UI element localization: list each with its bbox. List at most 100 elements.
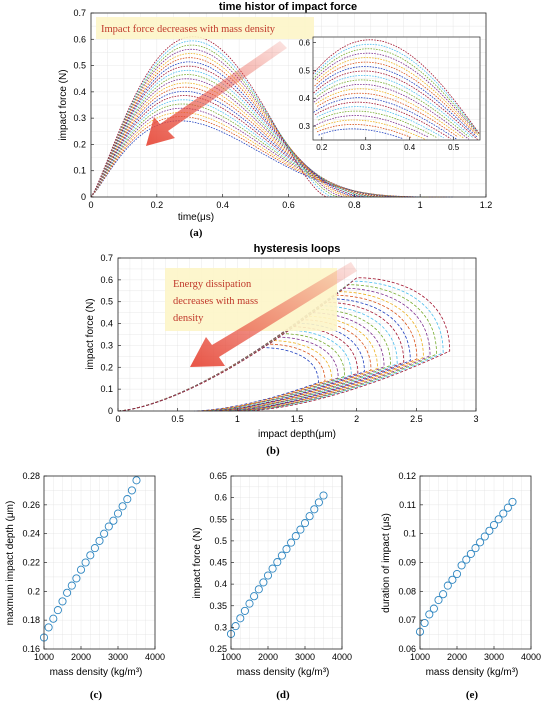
y-tick-label: 0.5 — [73, 61, 86, 71]
x-tick-label: 0 — [88, 200, 93, 210]
y-tick-label: 0.09 — [398, 558, 416, 568]
force-curve — [90, 86, 404, 198]
y-ticks-e: 0.06 0.07 0.08 0.09 0.1 0.11 0.12 — [398, 471, 423, 654]
y-ticks-d: 0.25 0.3 0.35 0.4 0.45 0.5 0.55 0.6 0.65 — [209, 471, 234, 654]
x-tick-label: 4000 — [145, 652, 165, 662]
x-tick-label: 2 — [354, 414, 359, 424]
data-point — [109, 516, 118, 525]
x-axis-label-e: mass density (kg/m³) — [426, 667, 519, 678]
data-point — [127, 486, 136, 495]
x-tick-label: 0.5 — [171, 414, 184, 424]
y-tick-label: 0.65 — [209, 471, 227, 481]
force-curve — [90, 99, 422, 198]
markers-c — [39, 476, 141, 642]
data-point — [448, 575, 457, 584]
force-curve — [90, 74, 385, 198]
y-tick-label: 0.7 — [73, 8, 86, 18]
inset-force-curve — [313, 97, 458, 140]
hysteresis-loop — [117, 326, 359, 412]
x-tick-label: 0.2 — [316, 143, 328, 152]
data-point — [282, 545, 291, 554]
x-tick-label: 0.6 — [282, 200, 295, 210]
data-point — [296, 525, 305, 534]
y-tick-label: 0.06 — [398, 644, 416, 654]
force-curve — [90, 61, 366, 198]
data-point — [104, 522, 113, 531]
inset-frame — [312, 36, 481, 141]
x-tick-label: 2000 — [71, 652, 91, 662]
data-point — [300, 519, 310, 528]
data-point — [319, 491, 328, 500]
force-curve — [90, 40, 335, 198]
inset-force-curve — [313, 115, 429, 138]
x-axis-label-d: mass density (kg/m³) — [237, 667, 330, 678]
x-tick-label: 1000 — [221, 652, 241, 662]
inset-force-curve — [313, 84, 470, 140]
force-curve — [90, 53, 354, 198]
x-tick-label: 0.5 — [448, 143, 460, 152]
data-point — [503, 503, 512, 512]
inset-force-curve — [313, 70, 478, 140]
y-tick-label: 0.4 — [299, 94, 311, 103]
panel-a: 0 0.2 0.4 0.6 0.8 1 1.2 0 0.1 0.2 0.3 0.4 0.5 0.6 0.7… — [58, 1, 492, 239]
annotation-box-a — [96, 17, 314, 39]
force-curve — [90, 82, 397, 198]
grid-d — [230, 475, 343, 650]
x-tick-label: 1 — [235, 414, 240, 424]
y-tick-label: 0.35 — [209, 601, 227, 611]
panel-c: 1000 2000 3000 4000 0.16 0.18 0.2 0.22 0.24 0.26… — [5, 471, 165, 701]
x-tick-label: 2000 — [447, 652, 467, 662]
y-tick-label: 0 — [108, 406, 113, 416]
force-curve — [90, 48, 347, 198]
y-tick-label: 0.12 — [398, 471, 416, 481]
x-tick-label: 1000 — [410, 652, 430, 662]
y-tick-label: 0.16 — [22, 644, 40, 654]
data-point — [72, 574, 81, 583]
inset-force-curve — [314, 61, 476, 135]
data-point — [67, 581, 76, 590]
y-ticks-c: 0.16 0.18 0.2 0.22 0.24 0.26 0.28 — [22, 471, 47, 654]
data-point — [236, 614, 245, 623]
data-point — [273, 558, 282, 567]
x-axis-label-b: impact depth(μm) — [258, 429, 336, 440]
x-tick-label: 0.4 — [404, 143, 416, 152]
x-tick-label: 3 — [473, 414, 478, 424]
y-tick-label: 0.7 — [100, 253, 113, 263]
y-axis-label-b: impact force (N) — [85, 298, 96, 369]
data-point — [123, 495, 132, 504]
data-point — [245, 599, 254, 608]
data-point — [462, 555, 471, 564]
panel-d: 1000 2000 3000 4000 0.250.30.350.40.450.50.… — [192, 471, 352, 701]
annotation-b-line-1: Energy dissipation — [173, 279, 252, 290]
y-tick-label: 0 — [81, 192, 86, 202]
inset-force-curve — [318, 110, 437, 138]
y-tick-label: 0.2 — [100, 362, 113, 372]
caption-b: (b) — [266, 445, 280, 457]
y-tick-label: 0.1 — [403, 529, 416, 539]
y-tick-label: 0.25 — [209, 644, 227, 654]
data-point — [90, 544, 99, 553]
data-point — [95, 536, 104, 545]
inset-force-curve — [316, 92, 459, 138]
data-point — [76, 565, 86, 574]
inset-force-curve — [316, 66, 477, 138]
inset-force-curve — [316, 79, 470, 137]
data-point — [457, 561, 466, 570]
y-tick-label: 0.4 — [214, 579, 227, 589]
force-curve — [90, 57, 360, 198]
data-point — [291, 532, 300, 541]
y-tick-label: 0.6 — [299, 39, 311, 48]
hysteresis-loop — [117, 301, 405, 412]
data-point — [113, 509, 123, 518]
y-tick-label: 0.6 — [73, 34, 86, 44]
hysteresis-loop — [117, 294, 418, 412]
data-point — [489, 520, 499, 530]
data-point — [231, 622, 240, 631]
caption-a: (a) — [190, 227, 203, 239]
data-point — [287, 538, 296, 547]
data-point — [443, 581, 452, 590]
data-point — [494, 515, 503, 524]
x-tick-label: 2000 — [258, 652, 278, 662]
y-axis-label-a: impact force (N) — [58, 69, 69, 140]
y-axis-label-c: maxmum impact depth (μm) — [5, 501, 16, 626]
